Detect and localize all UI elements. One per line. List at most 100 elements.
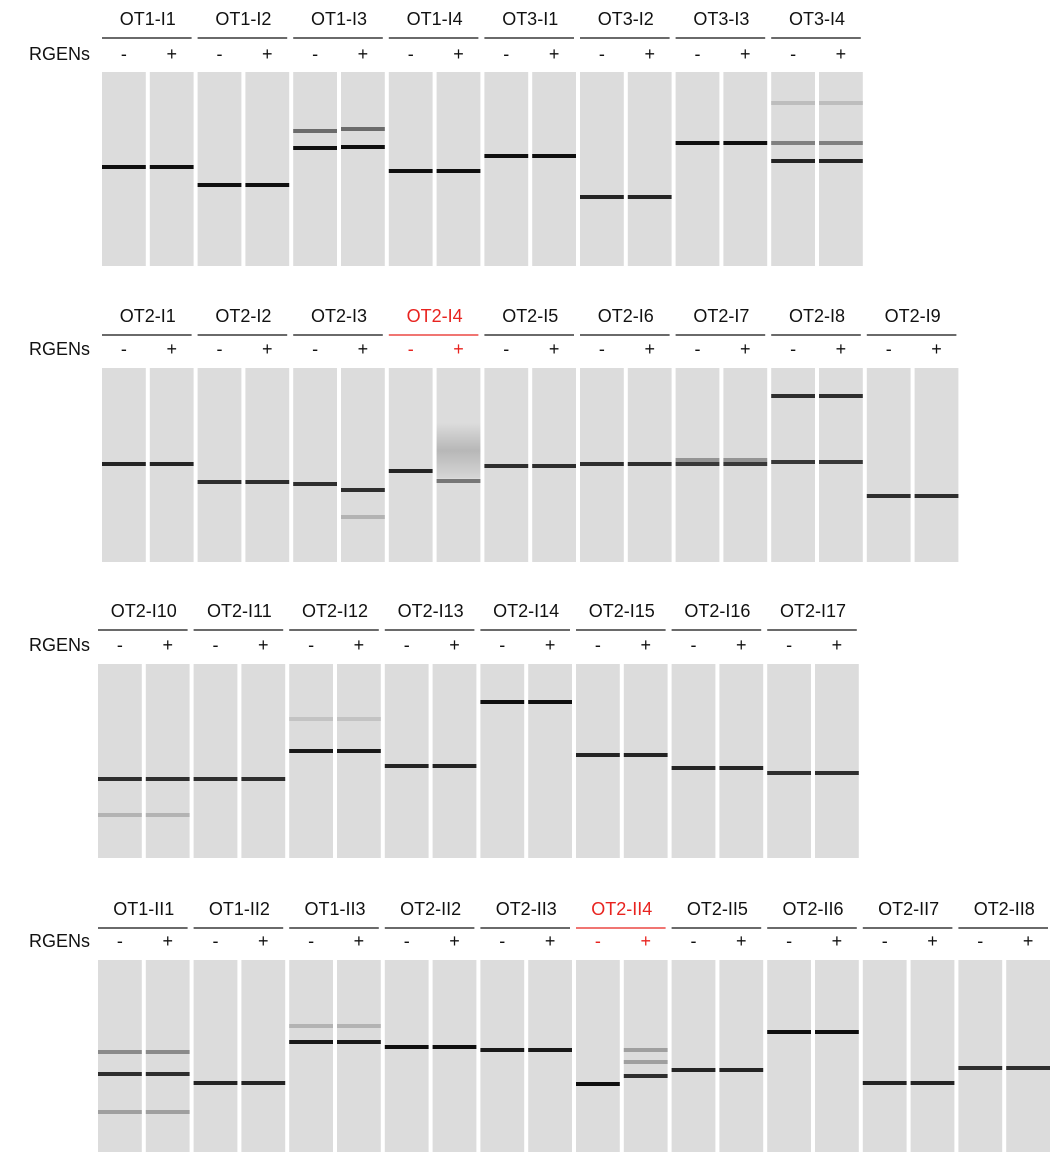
gel-band <box>580 462 624 466</box>
gel-band <box>624 1074 668 1078</box>
gel-band <box>102 165 146 169</box>
gel-band <box>771 159 815 163</box>
gel-band <box>98 813 142 817</box>
rgens-label: RGENs <box>29 44 90 64</box>
gel-band <box>624 753 668 757</box>
gel-lane <box>767 664 811 858</box>
gel-band <box>385 1045 429 1049</box>
gel-lane <box>146 664 190 858</box>
rgen-sign: - <box>408 339 414 359</box>
rgen-sign: + <box>736 635 747 655</box>
rgen-sign: + <box>453 339 464 359</box>
sample-label: OT1-II2 <box>209 899 270 919</box>
sample-label: OT2-I2 <box>215 306 271 326</box>
sample-label: OT2-II2 <box>400 899 461 919</box>
rgen-sign: + <box>545 931 556 951</box>
rgen-sign: + <box>449 635 460 655</box>
rgen-sign: + <box>166 44 177 64</box>
rgen-sign: - <box>695 44 701 64</box>
gel-band <box>819 460 863 464</box>
rgen-sign: - <box>217 44 223 64</box>
gel-lane <box>341 368 385 562</box>
gel-lane <box>723 72 767 266</box>
rgen-sign: + <box>644 44 655 64</box>
rgen-sign: - <box>312 44 318 64</box>
rgen-sign: - <box>312 339 318 359</box>
gel-band <box>102 462 146 466</box>
sample-label: OT3-I4 <box>789 9 845 29</box>
gel-band <box>863 1081 907 1085</box>
rgen-sign: + <box>836 339 847 359</box>
gel-band <box>815 771 859 775</box>
rgen-sign: + <box>166 339 177 359</box>
rgen-sign: + <box>162 931 173 951</box>
gel-lane <box>98 960 142 1152</box>
sample-label: OT3-I3 <box>693 9 749 29</box>
sample-label: OT2-II6 <box>782 899 843 919</box>
gel-band <box>433 764 477 768</box>
gel-band <box>150 165 194 169</box>
sample-label: OT1-I2 <box>215 9 271 29</box>
gel-figure: RGENsOT1-I1-+OT1-I2-+OT1-I3-+OT1-I4-+OT3… <box>0 0 1054 1152</box>
rgen-sign: - <box>695 339 701 359</box>
gel-lane <box>389 368 433 562</box>
sample-label: OT2-I6 <box>598 306 654 326</box>
gel-lane <box>719 664 763 858</box>
rgen-sign: + <box>931 339 942 359</box>
gel-band <box>723 141 767 145</box>
gel-band <box>337 1040 381 1044</box>
gel-band <box>293 146 337 150</box>
rgen-sign: + <box>736 931 747 951</box>
gel-band <box>771 141 815 145</box>
gel-band <box>146 777 190 781</box>
gel-band <box>150 462 194 466</box>
gel-lane <box>532 72 576 266</box>
gel-lane <box>815 664 859 858</box>
rgen-sign: + <box>162 635 173 655</box>
sample-label: OT2-I5 <box>502 306 558 326</box>
sample-label: OT2-II7 <box>878 899 939 919</box>
gel-band <box>528 1048 572 1052</box>
gel-band <box>576 1082 620 1086</box>
gel-lane <box>337 960 381 1152</box>
gel-band <box>480 700 524 704</box>
gel-lane <box>194 664 238 858</box>
rgen-sign: + <box>927 931 938 951</box>
rgen-sign: - <box>308 931 314 951</box>
gel-band <box>911 1081 955 1085</box>
gel-band <box>289 749 333 753</box>
sample-label: OT2-II4 <box>591 899 652 919</box>
gel-band <box>819 101 863 105</box>
gel-band <box>194 1081 238 1085</box>
gel-band <box>98 1110 142 1114</box>
rgen-sign: + <box>262 44 273 64</box>
rgen-sign: + <box>449 931 460 951</box>
gel-band <box>341 488 385 492</box>
gel-band <box>576 753 620 757</box>
gel-smear <box>437 423 481 478</box>
rgen-sign: - <box>595 635 601 655</box>
gel-band <box>98 777 142 781</box>
gel-band <box>341 127 385 131</box>
rgen-sign: - <box>599 44 605 64</box>
sample-label: OT2-I10 <box>111 601 177 621</box>
gel-band <box>337 749 381 753</box>
sample-label: OT1-I1 <box>120 9 176 29</box>
rgen-sign: - <box>882 931 888 951</box>
gel-band <box>194 777 238 781</box>
rgen-sign: + <box>258 931 269 951</box>
gel-lane <box>528 960 572 1152</box>
gel-band <box>389 169 433 173</box>
sample-label: OT1-I3 <box>311 9 367 29</box>
rgen-sign: - <box>503 44 509 64</box>
gel-lane <box>624 664 668 858</box>
rgens-label: RGENs <box>29 635 90 655</box>
gel-band <box>958 1066 1002 1070</box>
rgen-sign: + <box>1023 931 1034 951</box>
gel-lane <box>289 960 333 1152</box>
gel-band <box>532 464 576 468</box>
rgen-sign: - <box>308 635 314 655</box>
gel-lane <box>628 72 672 266</box>
rgen-sign: - <box>213 931 219 951</box>
rgen-sign: - <box>499 635 505 655</box>
